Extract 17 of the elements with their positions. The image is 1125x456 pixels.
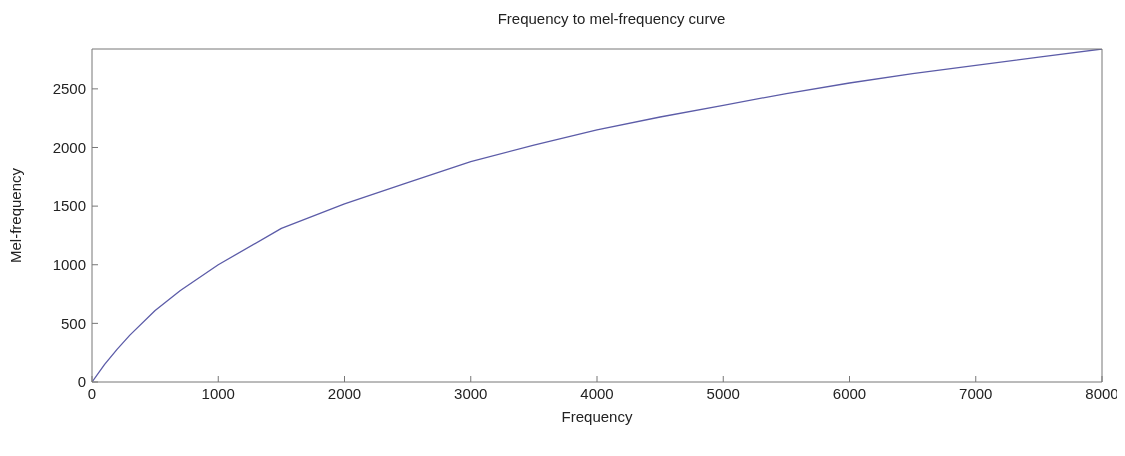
x-tick-label: 0 [87, 384, 97, 402]
y-axis-title: Mel-frequency [7, 167, 25, 264]
x-tick-label: 6000 [832, 384, 867, 402]
x-axis-title: Frequency [561, 408, 633, 425]
chart-title: Frequency to mel-frequency curve [496, 10, 727, 27]
x-tick-label: 4000 [580, 384, 614, 402]
y-tick-label: 2000 [52, 138, 86, 156]
y-tick-label: 2500 [52, 80, 86, 98]
y-tick-label: 1500 [52, 197, 86, 215]
y-tick-label: 1000 [52, 256, 86, 274]
x-tick-label: 7000 [959, 384, 993, 402]
y-tick-label: 0 [77, 373, 86, 391]
x-tick-label: 3000 [454, 384, 488, 402]
x-tick-label: 5000 [706, 384, 740, 402]
x-tick-label: 1000 [201, 384, 235, 402]
x-tick-label: 2000 [327, 384, 362, 402]
y-tick-label: 500 [60, 314, 86, 332]
